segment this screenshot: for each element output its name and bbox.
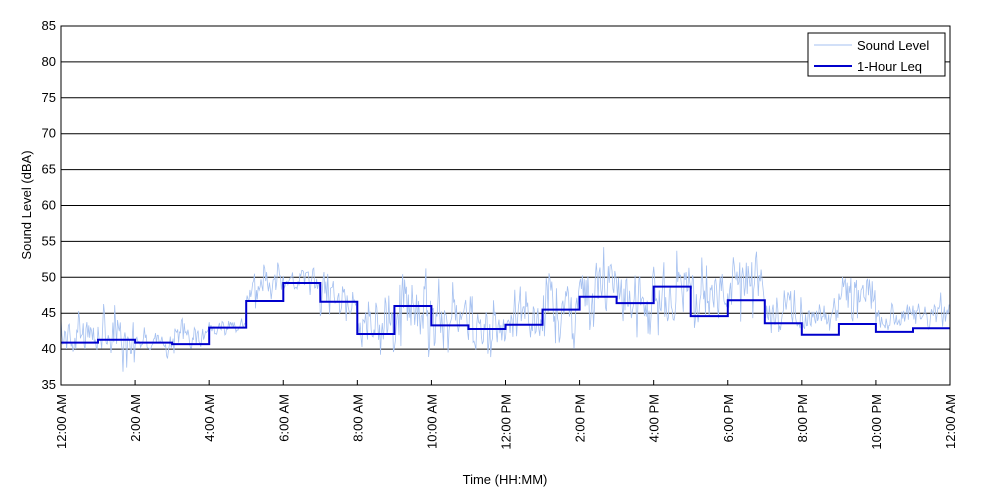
x-tick-label: 12:00 PM bbox=[499, 394, 514, 450]
y-tick-label: 65 bbox=[42, 162, 56, 177]
x-tick-label: 2:00 AM bbox=[128, 394, 143, 442]
y-axis-ticks: 35 40 45 50 55 60 65 70 75 80 85 bbox=[42, 18, 56, 392]
gridlines bbox=[61, 61, 950, 350]
y-tick-label: 85 bbox=[42, 18, 56, 33]
x-tick-label: 12:00 AM bbox=[54, 394, 69, 449]
x-axis-ticks: 12:00 AM 2:00 AM 4:00 AM 6:00 AM 8:00 AM 10:0… bbox=[54, 380, 958, 450]
y-tick-label: 35 bbox=[42, 377, 56, 392]
series-sound-level bbox=[60, 247, 950, 372]
plot-frame bbox=[60, 25, 951, 386]
sound-level-line bbox=[60, 247, 950, 372]
x-axis-label: Time (HH:MM) bbox=[463, 472, 548, 487]
x-tick-label: 12:00 AM bbox=[943, 394, 958, 449]
legend-box bbox=[807, 32, 946, 77]
x-tick-label: 4:00 PM bbox=[647, 394, 662, 442]
y-tick-label: 50 bbox=[42, 269, 56, 284]
legend-label-1-hour-leq: 1-Hour Leq bbox=[857, 59, 922, 74]
y-tick-label: 55 bbox=[42, 233, 56, 248]
legend-label-sound-level: Sound Level bbox=[857, 38, 929, 53]
y-tick-label: 75 bbox=[42, 90, 56, 105]
x-tick-label: 8:00 PM bbox=[795, 394, 810, 442]
y-tick-label: 70 bbox=[42, 126, 56, 141]
y-tick-label: 80 bbox=[42, 54, 56, 69]
y-tick-label: 40 bbox=[42, 341, 56, 356]
x-tick-label: 6:00 AM bbox=[276, 394, 291, 442]
y-axis-label: Sound Level (dBA) bbox=[19, 150, 34, 259]
x-tick-label: 2:00 PM bbox=[573, 394, 588, 442]
legend: Sound Level 1-Hour Leq bbox=[807, 32, 946, 77]
series-1-hour-leq bbox=[61, 282, 950, 346]
y-tick-label: 60 bbox=[42, 198, 56, 213]
x-tick-label: 10:00 AM bbox=[424, 394, 439, 449]
leq-step-line bbox=[61, 282, 950, 346]
x-tick-label: 4:00 AM bbox=[202, 394, 217, 442]
y-tick-label: 45 bbox=[42, 305, 56, 320]
x-tick-label: 6:00 PM bbox=[721, 394, 736, 442]
x-tick-label: 10:00 PM bbox=[869, 394, 884, 450]
x-tick-label: 8:00 AM bbox=[350, 394, 365, 442]
